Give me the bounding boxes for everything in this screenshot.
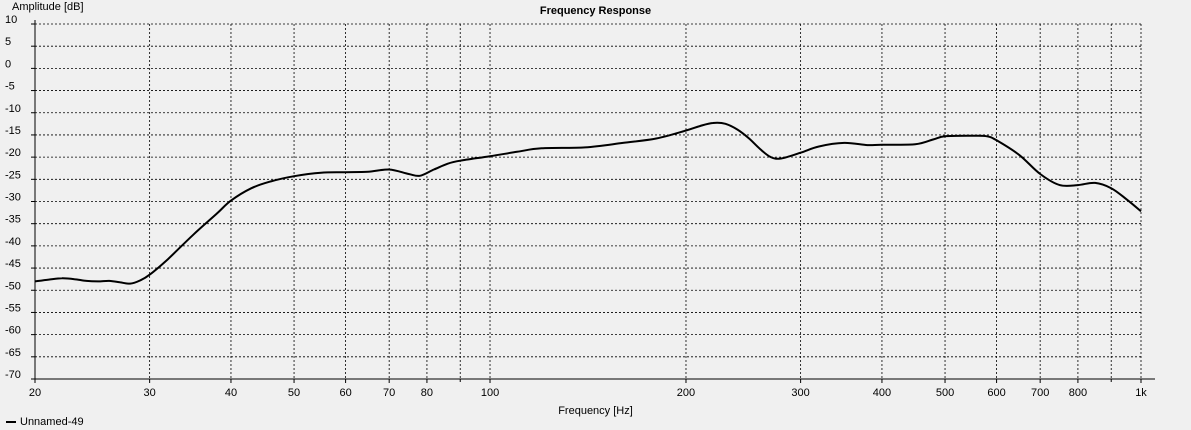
y-tick-label: -30 [5, 192, 21, 204]
y-tick-label: 5 [5, 36, 11, 48]
x-tick-label: 800 [1069, 387, 1087, 399]
x-tick-label: 400 [873, 387, 891, 399]
chart-title: Frequency Response [539, 5, 652, 17]
y-tick-label: -65 [5, 347, 21, 359]
y-tick-label: -5 [5, 81, 15, 93]
x-tick-label: 50 [288, 387, 300, 399]
y-tick-label: -60 [5, 325, 21, 337]
x-tick-label: 300 [791, 387, 809, 399]
legend-item-label: Unnamed-49 [20, 416, 84, 428]
x-tick-label: 20 [29, 387, 41, 399]
y-tick-label: -15 [5, 125, 21, 137]
legend-swatch [6, 421, 16, 423]
y-axis-label: Amplitude [dB] [12, 1, 84, 13]
series-line [34, 121, 1142, 285]
y-tick-label: -70 [5, 369, 21, 381]
x-tick-label: 700 [1031, 387, 1049, 399]
y-tick-label: -20 [5, 147, 21, 159]
x-tick-label: 70 [383, 387, 395, 399]
x-tick-label: 80 [421, 387, 433, 399]
y-tick-label: -10 [5, 103, 21, 115]
x-axis-label: Frequency [Hz] [558, 405, 633, 417]
x-tick-label: 500 [936, 387, 954, 399]
y-tick-label: -55 [5, 302, 21, 314]
x-tick-label: 600 [987, 387, 1005, 399]
y-tick-label: -40 [5, 236, 21, 248]
y-tick-label: -45 [5, 258, 21, 270]
x-tick-label: 1k [1135, 387, 1147, 399]
y-tick-label: -50 [5, 280, 21, 292]
x-tick-label: 40 [225, 387, 237, 399]
x-tick-label: 60 [339, 387, 351, 399]
x-tick-label: 100 [481, 387, 499, 399]
y-tick-label: -25 [5, 169, 21, 181]
y-tick-label: 0 [5, 58, 11, 70]
legend: Unnamed-49 [6, 416, 84, 428]
x-tick-label: 30 [144, 387, 156, 399]
x-tick-label: 200 [677, 387, 695, 399]
y-tick-label: 10 [5, 14, 17, 26]
y-tick-label: -35 [5, 214, 21, 226]
